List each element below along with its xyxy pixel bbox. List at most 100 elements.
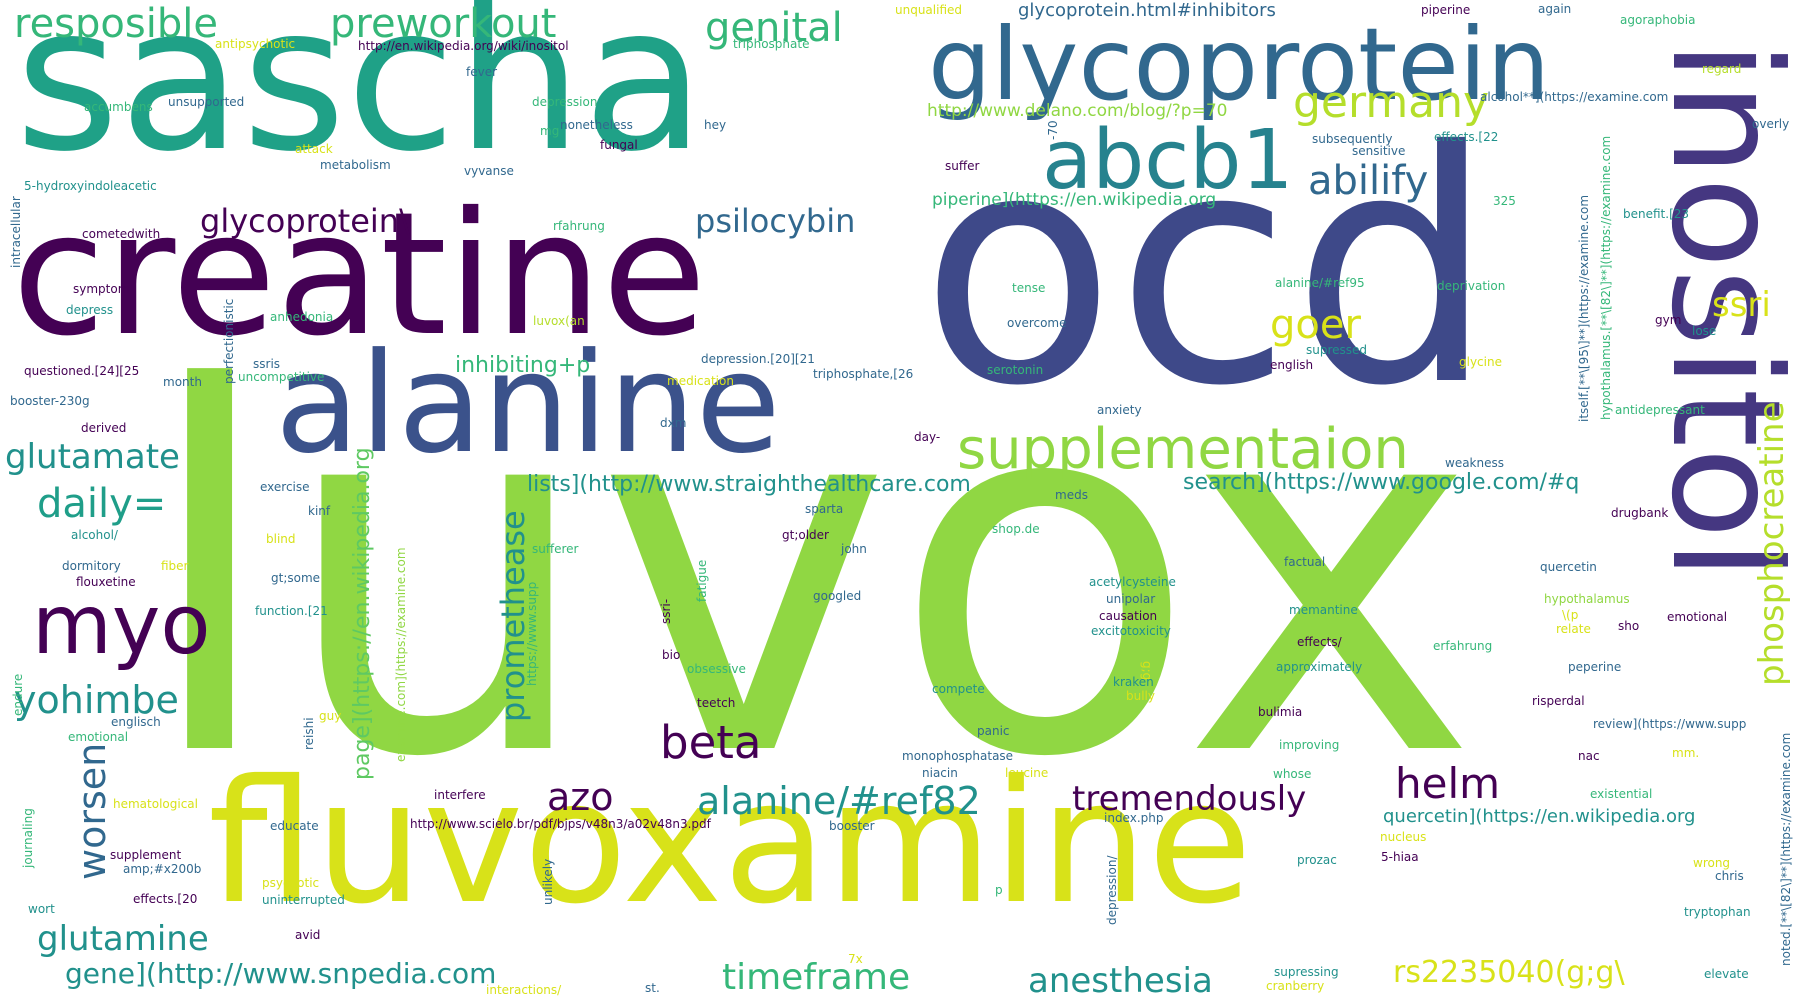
word-tremendously: tremendously [1072,779,1307,819]
word-monophosphatase: monophosphatase [902,749,1014,763]
word-exercise: exercise [260,480,310,494]
word-uncompetitive: uncompetitive [238,370,325,384]
word-educate: educate [270,819,319,833]
word-existential: existential [1590,787,1653,801]
word-attack: attack [295,142,333,156]
word-avid: avid [295,928,321,942]
word-genital: genital [705,5,843,51]
word-improving: improving [1279,738,1340,752]
word-bully: bully [1126,689,1155,703]
word-emotional-2: emotional [68,730,129,744]
word-triphosphate: triphosphate [733,37,810,51]
word-phosphocreatine: phosphocreatine [1752,401,1792,686]
word-day-dash: day- [914,430,941,444]
word-guy: guy [319,709,342,723]
word-noted-examine[interactable]: noted.[**\[82\]**](https://examine.com [1779,732,1793,966]
word-english: english [1270,358,1314,372]
word-preworkout: preworkout [330,1,557,47]
word-questioned: questioned.[24][25 [24,364,140,378]
word-piperine-wikipedia[interactable]: piperine](https://en.wikipedia.org [932,190,1217,210]
word-interfere: interfere [434,788,486,802]
word-benefit-23: benefit.[23 [1623,207,1690,221]
word-regard: regard [1702,62,1742,76]
word-quercetin-wikipedia[interactable]: quercetin](https://en.wikipedia.org [1383,806,1696,827]
word-minus-70: -70 [1046,120,1060,140]
word-sparta: sparta [805,502,844,516]
word-abilify: abilify [1308,158,1429,204]
word-glycoprotein-inhibitors: glycoprotein.html#inhibitors [1018,0,1276,21]
word-cometedwith: cometedwith [82,227,161,241]
word-effects-22: effects.[22 [1434,130,1499,144]
word-whose: whose [1273,767,1312,781]
word-mm-dot: mm. [1672,746,1700,760]
word-germany: germany [1293,77,1490,128]
word-wikipedia-inositol[interactable]: http://en.wikipedia.org/wiki/inositol [358,39,569,53]
word-derived: derived [81,421,127,435]
word-luvox-an: luvox(an [533,314,585,328]
word-vyvanse: vyvanse [464,164,514,178]
word-daily: daily= [37,481,167,527]
word-amp-x200b: amp;#x200b [123,862,202,876]
word-supplement: supplement [110,848,182,862]
word-fatigue: fatigue [695,559,709,602]
word-glutamate: glutamate [5,437,180,477]
word-gt-older: gt;older [782,528,829,542]
word-unsupported: unsupported [168,95,245,109]
word-erfahrung: erfahrung [1433,639,1493,653]
word-itself-examine[interactable]: itself.[**\[95\]**](https://examine.com [1577,194,1591,422]
word-alanine: alanine [275,323,781,484]
word-gym: gym [1655,313,1682,327]
word-alcohol-examine[interactable]: alcohol**](https://examine.com [1480,90,1669,104]
word-page-wikipedia[interactable]: page](https://en.wikipedia.org [350,447,375,780]
word-factual: factual [1284,555,1326,569]
word-weakness: weakness [1445,456,1504,470]
word-gt-some: gt;some [271,571,321,585]
word-lists-straighthealthcare[interactable]: lists](http://www.straighthealthcare.com [527,472,971,497]
word-glycoprotein-backslash: glycoprotein\ [200,202,410,240]
word-reishi: reishi [302,717,316,750]
word-gene-snpedia[interactable]: gene](http://www.snpedia.com [65,957,497,990]
word-sensitive: sensitive [1352,144,1406,158]
word-st-dot: st. [645,981,660,995]
word-review-supp[interactable]: review](https://www.supp [1593,717,1747,731]
word-panic: panic [977,724,1010,738]
word-resposible: resposible [14,1,218,47]
word-ssri: ssri [1712,285,1771,325]
word-anesthesia: anesthesia [1028,961,1213,1000]
word-unipolar: unipolar [1106,592,1156,606]
word-https-supp[interactable]: https://www.supp [525,581,539,686]
word-bio: bio [662,648,681,662]
word-5-hydroxyindoleacetic: 5-hydroxyindoleacetic [24,179,157,193]
word-scielo-url[interactable]: http://www.scielo.br/pdf/bjps/v48n3/a02v… [410,817,711,831]
word-hypothalamus-examine[interactable]: hypothalamus.[**\[82\]**](https://examin… [1599,135,1613,420]
word-kinf: kinf [308,504,331,518]
word-dormitory: dormitory [62,559,121,573]
word-creatine: creatine [12,176,707,374]
word-hypothalamus: hypothalamus [1544,592,1630,606]
word-index-php: index.php [1104,811,1164,825]
word-googled: googled [813,589,862,603]
word-goer: goer [1270,302,1361,348]
word-worsen: worsen [70,742,114,880]
word-fiber: fiber [161,559,189,573]
word-obsessive: obsessive [687,662,746,676]
word-uninterrupted: uninterrupted [262,893,345,907]
word-glycoprotein: glycoprotein [928,6,1551,123]
word-depression-20-21: depression.[20][21 [701,352,815,366]
word-causation: causation [1099,609,1158,623]
word-ssri-dash: ssri- [659,598,673,624]
word-antipsychotic: antipsychotic [215,37,296,51]
word-rfahrung: rfahrung [553,219,605,233]
word-timeframe: timeframe [722,957,911,998]
word-examine-com[interactable]: examine.com](https://examine.com [394,547,408,762]
word-depression: depression [532,95,598,109]
word-delano-url[interactable]: http://www.delano.com/blog/?p=70 [927,101,1228,121]
word-elevate: elevate [1704,967,1749,981]
word-shop-de: shop.de [992,522,1040,536]
word-serotonin: serotonin [987,363,1044,377]
word-memantine: memantine [1289,603,1358,617]
word-relate: relate [1556,622,1591,636]
word-search-google[interactable]: search](https://www.google.com/#q [1183,470,1580,495]
word-effects-slash: effects/ [1297,635,1342,649]
